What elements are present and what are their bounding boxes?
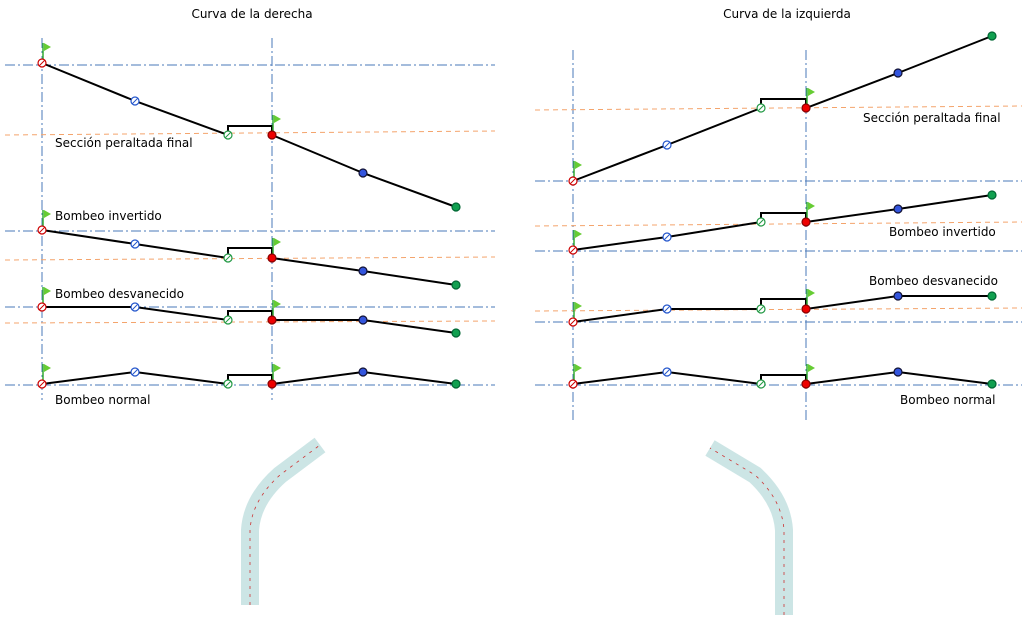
flag [808,202,815,210]
section-label: Bombeo normal [55,393,150,407]
point-hatch [39,60,45,66]
point-hatch [570,319,576,325]
point-hatch [39,304,45,310]
point-hatch [132,241,138,247]
point-hatch [570,178,576,184]
point [987,379,997,389]
flag [44,43,51,51]
profile [572,35,993,182]
point-hatch [39,381,45,387]
point-hatch [758,381,764,387]
flag [808,364,815,372]
section-label: Bombeo invertido [55,209,162,223]
panel-title: Curva de la derecha [191,7,312,21]
point-hatch [758,219,764,225]
flag [44,210,51,218]
flag [274,115,281,123]
profile [42,306,457,334]
point-hatch [132,304,138,310]
road-plan [241,437,793,615]
point-hatch [758,306,764,312]
profile [572,194,993,251]
point-hatch [225,132,231,138]
flag [575,364,582,372]
point-hatch [225,381,231,387]
point [987,291,997,301]
point [267,315,277,325]
point [358,367,368,377]
point-hatch [225,317,231,323]
section-label: Sección peraltada final [55,136,193,150]
flag [575,302,582,310]
grade-line [534,221,1023,227]
point [451,379,461,389]
point-hatch [664,142,670,148]
flag [274,364,281,372]
grade-line [534,105,1023,111]
section-label: Bombeo desvanecido [869,274,998,288]
grade-line [4,320,496,324]
point [267,253,277,263]
flag [44,287,51,295]
point [451,280,461,290]
point-hatch [664,306,670,312]
point [451,328,461,338]
point-hatch [132,369,138,375]
point [893,204,903,214]
profile [41,62,457,208]
profile [41,229,457,286]
point-hatch [225,255,231,261]
flag [575,230,582,238]
point-hatch [664,234,670,240]
point-hatch [39,227,45,233]
profile [572,370,993,386]
point-hatch [570,247,576,253]
section-label: Bombeo desvanecido [55,287,184,301]
flag [44,364,51,372]
section-label: Sección peraltada final [863,111,1001,125]
grade-line [4,256,496,261]
panel-title: Curva de la izquierda [723,7,851,21]
point [358,266,368,276]
flag [808,289,815,297]
point [267,130,277,140]
grade-line [534,307,1023,312]
point-hatch [758,105,764,111]
point [451,202,461,212]
point [987,31,997,41]
profile [572,295,992,323]
point [801,217,811,227]
point [893,68,903,78]
section-label: Bombeo normal [900,393,995,407]
grade-line [4,130,496,136]
point [358,168,368,178]
point [358,315,368,325]
point [801,379,811,389]
point [893,291,903,301]
point-hatch [570,381,576,387]
flag [575,161,582,169]
profile [41,370,457,386]
point [801,304,811,314]
point [801,103,811,113]
section-label: Bombeo invertido [889,225,996,239]
point [893,367,903,377]
point-hatch [664,369,670,375]
point [987,190,997,200]
flag [274,238,281,246]
flag [808,88,815,96]
point-hatch [132,98,138,104]
point [267,379,277,389]
flag [274,300,281,308]
